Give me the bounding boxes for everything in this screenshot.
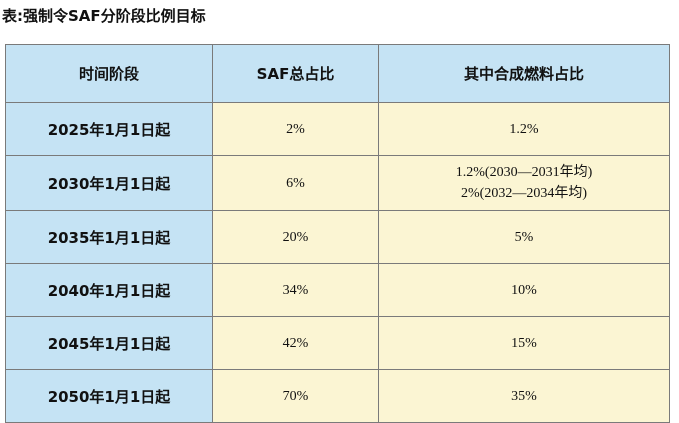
table-row: 2030年1月1日起 6% 1.2%(2030—2031年均) 2%(2032—… <box>5 155 670 211</box>
saf-total-cell: 2% <box>212 102 379 156</box>
table-row: 2045年1月1日起 42% 15% <box>5 316 670 370</box>
period-cell: 2040年1月1日起 <box>5 263 213 317</box>
period-cell: 2050年1月1日起 <box>5 369 213 423</box>
synthetic-share-line: 5% <box>514 229 534 245</box>
saf-target-table: 时间阶段 SAF总占比 其中合成燃料占比 2025年1月1日起 2% 1.2% … <box>5 44 670 423</box>
synthetic-share-cell: 1.2% <box>378 102 670 156</box>
saf-total-cell: 20% <box>212 210 379 264</box>
table-header-row: 时间阶段 SAF总占比 其中合成燃料占比 <box>5 44 670 103</box>
saf-total-cell: 6% <box>212 155 379 211</box>
synthetic-share-line: 15% <box>511 335 537 351</box>
table-row: 2050年1月1日起 70% 35% <box>5 369 670 423</box>
synthetic-share-cell: 15% <box>378 316 670 370</box>
synthetic-share-cell: 1.2%(2030—2031年均) 2%(2032—2034年均) <box>378 155 670 211</box>
period-cell: 2025年1月1日起 <box>5 102 213 156</box>
period-cell: 2030年1月1日起 <box>5 155 213 211</box>
saf-total-cell: 42% <box>212 316 379 370</box>
saf-total-cell: 70% <box>212 369 379 423</box>
table-row: 2025年1月1日起 2% 1.2% <box>5 102 670 156</box>
table-caption: 表:强制令SAF分阶段比例目标 <box>2 7 206 25</box>
period-cell: 2035年1月1日起 <box>5 210 213 264</box>
header-synthetic-share: 其中合成燃料占比 <box>378 44 670 103</box>
synthetic-share-line: 10% <box>511 282 537 298</box>
header-saf-total: SAF总占比 <box>212 44 379 103</box>
synthetic-share-line: 1.2%(2030—2031年均) <box>455 165 593 180</box>
saf-target-table-container: 时间阶段 SAF总占比 其中合成燃料占比 2025年1月1日起 2% 1.2% … <box>5 44 670 423</box>
table-row: 2040年1月1日起 34% 10% <box>5 263 670 317</box>
header-period: 时间阶段 <box>5 44 213 103</box>
synthetic-share-line: 1.2% <box>509 121 539 137</box>
synthetic-share-cell: 5% <box>378 210 670 264</box>
synthetic-share-cell: 35% <box>378 369 670 423</box>
period-cell: 2045年1月1日起 <box>5 316 213 370</box>
synthetic-share-cell: 10% <box>378 263 670 317</box>
synthetic-share-line: 2%(2032—2034年均) <box>461 186 587 201</box>
table-row: 2035年1月1日起 20% 5% <box>5 210 670 264</box>
synthetic-share-line: 35% <box>511 388 537 404</box>
saf-total-cell: 34% <box>212 263 379 317</box>
